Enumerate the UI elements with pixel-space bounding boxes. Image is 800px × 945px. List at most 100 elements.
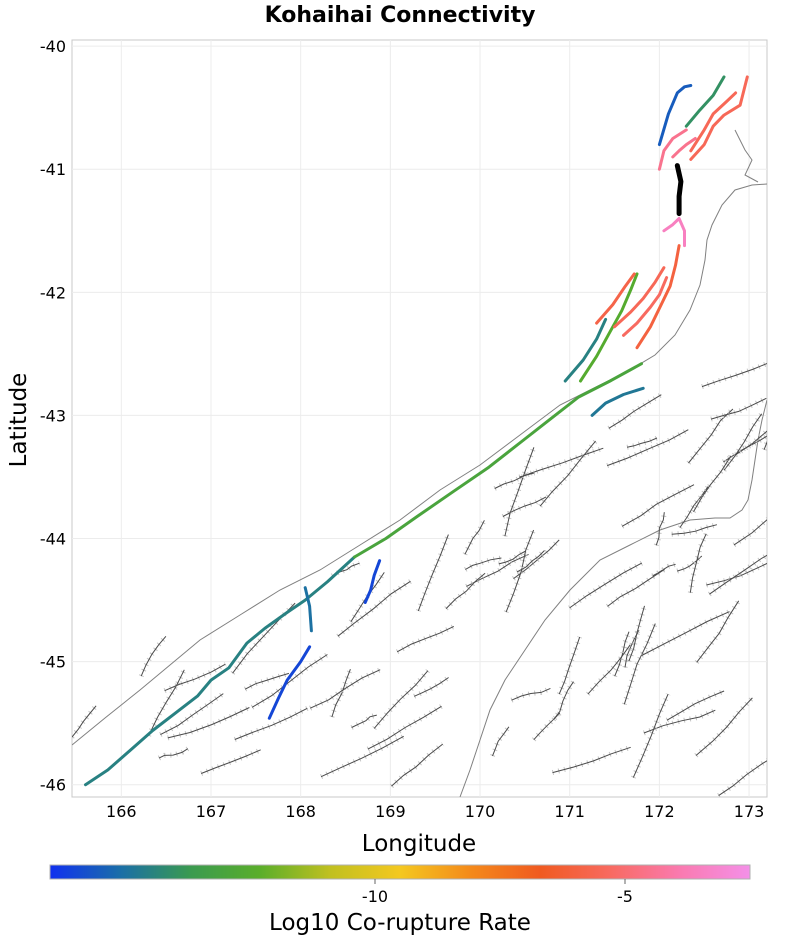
fault-trace (723, 435, 767, 463)
fault-trace (607, 429, 689, 467)
x-tick-label: 166 (106, 802, 137, 821)
fault-trace (666, 690, 725, 721)
corupture-section (303, 586, 313, 633)
fault-trace (167, 707, 250, 739)
corupture-section (613, 266, 666, 329)
fault-trace (553, 681, 574, 721)
fault-trace (492, 726, 510, 757)
fault-trace (373, 670, 429, 729)
fault-trace (689, 533, 707, 593)
fault-trace (464, 520, 485, 555)
fault-trace (505, 529, 535, 613)
fault-trace (623, 623, 656, 705)
x-tick-label: 167 (196, 802, 227, 821)
corupture-section (657, 84, 693, 147)
fault-trace (164, 663, 226, 692)
fault-trace (552, 746, 631, 774)
fault-trace (655, 512, 665, 546)
fault-trace (671, 524, 718, 535)
map-layers (72, 75, 767, 797)
fault-trace (417, 534, 449, 612)
fault-trace (244, 672, 290, 690)
y-tick-label: -46 (40, 776, 66, 795)
fault-trace (337, 580, 411, 637)
corupture-section (662, 217, 686, 248)
fault-trace (695, 697, 753, 756)
fault-trace (516, 550, 545, 573)
fault-trace (519, 447, 604, 478)
plot-area (71, 39, 768, 798)
fault-trace (632, 693, 669, 778)
fault-trace (569, 562, 643, 609)
corupture-section (590, 386, 645, 417)
fault-trace (709, 554, 767, 595)
fault-trace (413, 677, 449, 697)
fault-trace (160, 693, 224, 736)
x-tick-label: 172 (644, 802, 675, 821)
colorbar-tick-label: -10 (362, 887, 388, 906)
fault-trace (511, 687, 551, 701)
corupture-section (622, 276, 669, 337)
fault-trace (148, 669, 185, 736)
y-tick-label: -44 (40, 530, 66, 549)
corupture-section (635, 244, 681, 350)
fault-trace (626, 437, 658, 448)
fault-trace (331, 669, 351, 718)
corupture-section (689, 75, 749, 161)
fault-trace (701, 362, 767, 388)
fault-trace (558, 636, 581, 695)
coastline-path (72, 129, 767, 797)
y-tick-label: -40 (40, 37, 66, 56)
fault-trace (621, 484, 695, 527)
fault-trace (494, 472, 535, 489)
corupture-section (353, 362, 643, 559)
corupture-section (684, 75, 726, 128)
fault-trace (320, 735, 404, 778)
fault-trace (234, 707, 308, 740)
fault-trace (723, 413, 763, 471)
fault-trace (465, 557, 502, 570)
corupture-section (689, 91, 738, 153)
corupture-section (671, 137, 697, 159)
y-ticks: -40 -41 -42 -43 -44 -45 -46 (40, 37, 66, 795)
corupture-section (595, 272, 636, 325)
x-tick-label: 169 (375, 802, 406, 821)
fault-trace (539, 440, 596, 507)
fault-trace (688, 408, 734, 464)
fault-trace (466, 553, 529, 587)
fault-trace (679, 486, 709, 528)
fault-trace (396, 625, 455, 653)
x-ticks: 166 167 168 169 170 171 172 173 (106, 802, 764, 821)
fault-trace (677, 555, 703, 572)
colorbar-ticks: -10 -5 (362, 879, 633, 906)
fault-trace (735, 430, 767, 456)
fault-trace (628, 605, 645, 662)
fault-trace (158, 748, 189, 759)
corupture-section (579, 272, 639, 383)
fault-trace (693, 455, 732, 513)
x-tick-label: 173 (734, 802, 765, 821)
fault-trace (710, 397, 767, 420)
y-tick-label: -45 (40, 653, 66, 672)
fault-trace (504, 447, 535, 537)
grid-lines (72, 40, 767, 797)
fault-trace (607, 568, 665, 607)
fault-trace (706, 562, 767, 586)
fault-trace (641, 611, 730, 656)
x-tick-label: 168 (285, 802, 316, 821)
fault-trace (309, 669, 381, 709)
fault-trace (608, 394, 662, 429)
colorbar-tick-label: -5 (617, 887, 633, 906)
fault-trace (251, 654, 328, 708)
fault-trace (391, 743, 444, 787)
corupture-sections (84, 75, 749, 787)
fault-trace (445, 572, 486, 609)
fault-trace (367, 705, 442, 750)
corupture-section (267, 645, 312, 720)
x-tick-label: 170 (465, 802, 496, 821)
fault-trace (351, 714, 377, 728)
y-tick-label: -42 (40, 283, 66, 302)
fault-trace (696, 600, 740, 663)
fault-trace (201, 749, 261, 774)
